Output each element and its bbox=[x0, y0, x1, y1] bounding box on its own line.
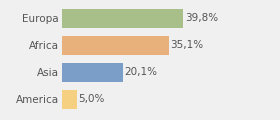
Text: 5,0%: 5,0% bbox=[78, 94, 105, 104]
Text: 20,1%: 20,1% bbox=[125, 67, 158, 77]
Bar bbox=[62, 63, 123, 82]
Text: 39,8%: 39,8% bbox=[185, 13, 218, 23]
Bar bbox=[62, 36, 169, 55]
Bar bbox=[62, 9, 183, 28]
Text: 35,1%: 35,1% bbox=[170, 40, 204, 50]
Bar bbox=[62, 90, 77, 109]
